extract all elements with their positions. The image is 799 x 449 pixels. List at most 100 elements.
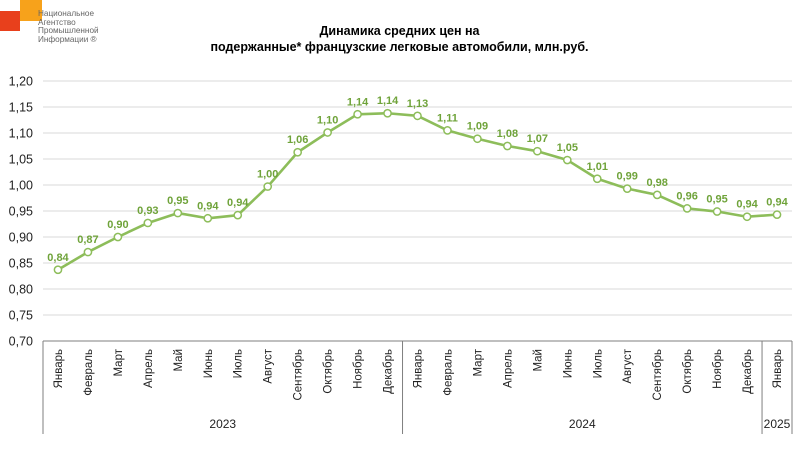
x-tick-label: Апрель bbox=[143, 349, 155, 388]
x-tick-label: Июнь bbox=[562, 349, 574, 378]
data-label: 0,95 bbox=[167, 195, 188, 207]
logo-tag: НАПИ bbox=[3, 4, 21, 10]
x-tick-label: Январь bbox=[772, 349, 784, 388]
y-tick-label: 1,15 bbox=[9, 101, 33, 115]
data-point bbox=[353, 109, 362, 119]
data-label: 0,98 bbox=[646, 177, 667, 189]
data-point bbox=[383, 108, 392, 118]
year-label: 2024 bbox=[569, 417, 596, 431]
data-point bbox=[413, 111, 422, 121]
data-label: 1,14 bbox=[347, 96, 369, 108]
year-label: 2025 bbox=[764, 417, 791, 431]
data-point bbox=[503, 141, 512, 151]
data-label: 1,01 bbox=[587, 161, 608, 173]
data-label: 1,00 bbox=[257, 169, 278, 181]
data-point bbox=[173, 208, 183, 218]
chart-title-line: подержанные* французские легковые автомо… bbox=[210, 40, 589, 54]
logo-name-line: Промышленной bbox=[38, 26, 99, 36]
x-tick-label: Ноябрь bbox=[353, 349, 365, 389]
data-points bbox=[53, 108, 782, 275]
series-line bbox=[57, 111, 778, 271]
y-axis-tick-labels: 0,70 0,75 0,80 0,85 0,90 0,95 1,00 1,05 1,10 1,15… bbox=[9, 75, 33, 349]
logo-name-line: Национальное bbox=[38, 9, 95, 18]
data-label: 0,95 bbox=[706, 194, 727, 206]
data-point bbox=[443, 126, 452, 135]
logo-name: Национальное Агентство Промышленной Инфо… bbox=[38, 9, 108, 44]
data-point bbox=[143, 218, 153, 228]
data-label: 0,96 bbox=[676, 190, 697, 202]
x-tick-label: Май bbox=[173, 349, 185, 372]
data-label: 0,87 bbox=[77, 234, 98, 246]
data-point bbox=[203, 213, 213, 223]
x-tick-label: Август bbox=[263, 348, 275, 383]
data-point bbox=[742, 212, 752, 222]
x-tick-label: Июль bbox=[233, 349, 245, 378]
data-label: 0,90 bbox=[107, 219, 128, 231]
x-tick-label: Апрель bbox=[502, 349, 514, 388]
data-label: 1,07 bbox=[527, 133, 548, 145]
data-point bbox=[113, 232, 123, 242]
x-tick-label: Сентябрь bbox=[293, 349, 305, 401]
y-tick-label: 0,85 bbox=[9, 257, 33, 271]
data-label: 0,99 bbox=[617, 171, 638, 183]
y-tick-label: 0,75 bbox=[9, 309, 33, 323]
data-point bbox=[592, 174, 602, 184]
x-tick-label: Август bbox=[622, 348, 634, 383]
data-point bbox=[622, 184, 632, 193]
data-point bbox=[473, 134, 482, 144]
data-point bbox=[263, 182, 273, 191]
data-label: 0,94 bbox=[766, 197, 788, 209]
x-tick-label: Июнь bbox=[203, 349, 215, 378]
grid-lines bbox=[43, 80, 792, 316]
data-point bbox=[233, 210, 243, 220]
data-point bbox=[712, 207, 722, 216]
data-label: 0,93 bbox=[137, 205, 158, 217]
y-tick-label: 0,95 bbox=[9, 205, 33, 219]
data-point bbox=[83, 247, 93, 257]
x-tick-label: Январь bbox=[53, 349, 65, 388]
data-label: 0,94 bbox=[227, 197, 249, 209]
x-axis-year-labels: 2023 2024 2025 bbox=[209, 417, 790, 431]
data-label: 1,09 bbox=[467, 121, 488, 133]
logo-red-square bbox=[0, 11, 20, 31]
y-tick-label: 1,10 bbox=[9, 127, 33, 141]
x-tick-label: Ноябрь bbox=[712, 349, 724, 389]
logo-name-line: Информации ® bbox=[38, 34, 97, 44]
y-tick-label: 1,00 bbox=[9, 179, 33, 193]
data-point bbox=[532, 146, 542, 156]
x-tick-label: Май bbox=[532, 349, 544, 372]
x-tick-label: Сентябрь bbox=[652, 349, 664, 401]
chart-title-line: Динамика средних цен на bbox=[319, 24, 480, 38]
x-tick-label: Октябрь bbox=[682, 349, 694, 394]
x-tick-label: Март bbox=[113, 348, 125, 376]
data-label: 1,11 bbox=[437, 112, 458, 124]
logo-name-line: Агентство bbox=[38, 17, 76, 27]
chart-title: Динамика средних цен на подержанные* фра… bbox=[0, 23, 799, 55]
data-label: 1,13 bbox=[407, 98, 428, 110]
x-axis-category-labels: Январь Февраль Март Апрель Май Июнь Июль Август… bbox=[53, 348, 784, 400]
data-labels: 0,84 0,87 0,90 0,93 0,95 0,94 0,94 1,00 1,06 1,10… bbox=[47, 95, 788, 264]
data-label: 1,14 bbox=[377, 95, 399, 107]
data-label: 1,06 bbox=[287, 134, 308, 146]
data-label: 1,05 bbox=[557, 142, 578, 154]
x-tick-label: Февраль bbox=[442, 349, 454, 396]
data-point bbox=[323, 128, 332, 137]
series-polyline bbox=[57, 111, 778, 271]
x-tick-label: Январь bbox=[413, 349, 425, 388]
data-label: 0,94 bbox=[197, 200, 219, 212]
data-point bbox=[562, 155, 572, 165]
data-point bbox=[293, 147, 303, 157]
data-point bbox=[652, 190, 662, 200]
y-tick-label: 1,05 bbox=[9, 153, 33, 167]
data-point bbox=[53, 265, 63, 275]
data-label: 1,10 bbox=[317, 114, 338, 126]
x-tick-label: Июль bbox=[592, 349, 604, 378]
data-label: 0,84 bbox=[47, 252, 69, 264]
y-tick-label: 1,20 bbox=[9, 75, 33, 89]
x-tick-label: Март bbox=[472, 348, 484, 376]
y-tick-label: 0,80 bbox=[9, 283, 33, 297]
y-tick-label: 0,70 bbox=[9, 335, 33, 349]
data-label: 0,94 bbox=[736, 199, 758, 211]
x-tick-label: Декабрь bbox=[742, 349, 754, 394]
